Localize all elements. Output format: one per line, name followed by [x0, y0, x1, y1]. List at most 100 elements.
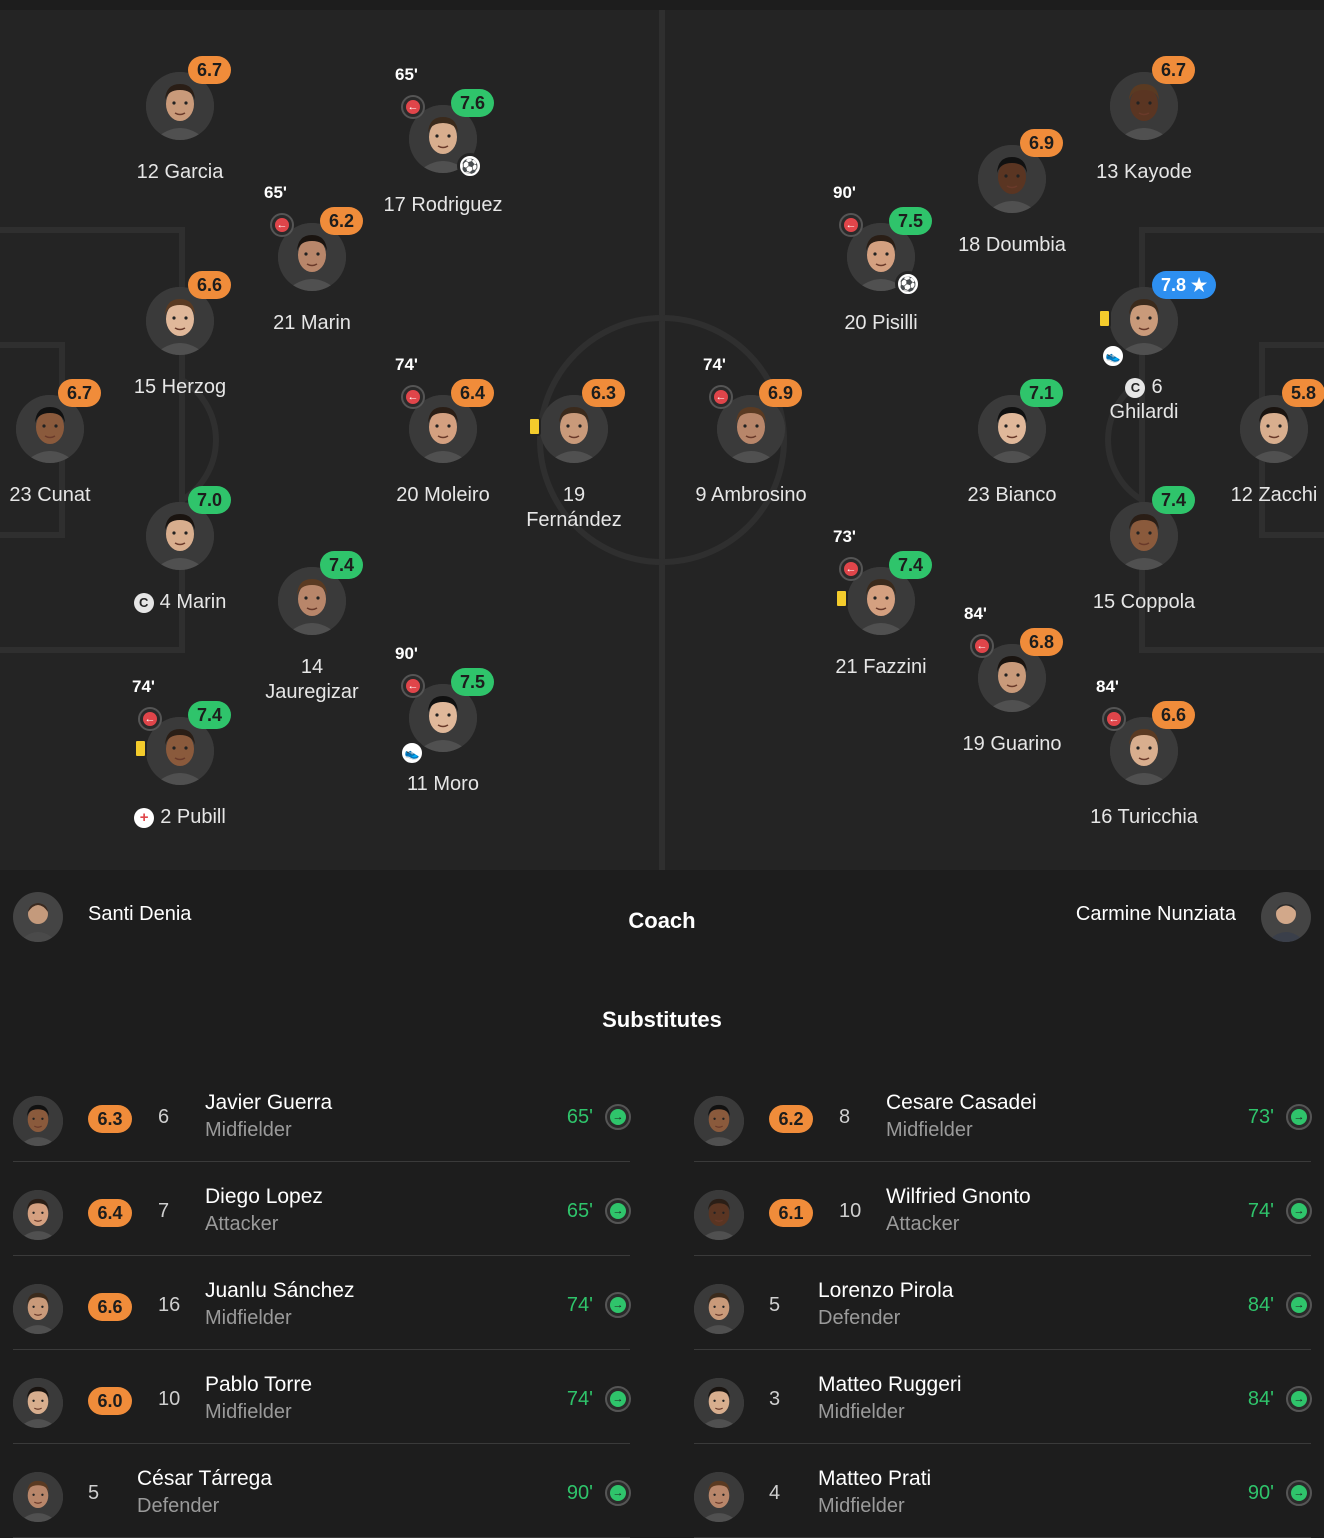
player-home-fernandez[interactable]: 6.3 19 Fernández — [484, 379, 664, 533]
player-name[interactable]: 14 Jauregizar — [222, 655, 402, 705]
sub-row-home[interactable]: 6.6 16 Juanlu Sánchez Midfielder 74' → — [13, 1256, 631, 1350]
sub-in-icon: → — [605, 1386, 631, 1412]
player-name[interactable]: C 6 Ghilardi — [1054, 375, 1234, 425]
player-photo[interactable]: 7.6 65' ← ⚽ — [395, 65, 495, 179]
sub-row-away[interactable]: 3 Matteo Ruggeri Midfielder 84' → — [694, 1350, 1312, 1444]
player-photo[interactable]: 7.1 — [978, 379, 1064, 463]
player-name[interactable]: 12 Garcia — [90, 160, 270, 185]
sub-row-away[interactable]: 6.1 10 Wilfried Gnonto Attacker 74' → — [694, 1162, 1312, 1256]
sub-player-name[interactable]: César Tárrega — [137, 1467, 273, 1490]
player-home-moleiro[interactable]: 6.4 74' ← 20 Moleiro — [353, 355, 533, 508]
sub-player-name[interactable]: Wilfried Gnonto — [886, 1185, 1031, 1208]
player-home-herzog[interactable]: 6.6 15 Herzog — [90, 271, 270, 400]
player-name[interactable]: 23 Bianco — [922, 483, 1102, 508]
player-name[interactable]: 20 Moleiro — [353, 483, 533, 508]
player-photo[interactable]: 6.9 74' ← — [703, 355, 803, 463]
player-home-pubill[interactable]: 7.4 74' ← +2 Pubill — [90, 677, 270, 830]
home-coach-name[interactable]: Santi Denia — [88, 903, 192, 925]
sub-row-away[interactable]: 6.2 8 Cesare Casadei Midfielder 73' → — [694, 1068, 1312, 1162]
player-home-jauregizar[interactable]: 7.4 14 Jauregizar — [222, 551, 402, 705]
player-photo[interactable]: 6.7 — [146, 56, 232, 140]
player-away-fazzini[interactable]: 7.4 73' ← 21 Fazzini — [791, 527, 971, 680]
player-photo[interactable]: 6.4 74' ← — [395, 355, 495, 463]
shirt-number: 9 — [695, 484, 707, 506]
sub-player-name[interactable]: Javier Guerra — [205, 1091, 333, 1114]
sub-player-name[interactable]: Juanlu Sánchez — [205, 1279, 355, 1302]
sub-position: Midfielder — [818, 1401, 905, 1423]
sub-row-away[interactable]: 4 Matteo Prati Midfielder 90' → — [694, 1444, 1312, 1538]
player-away-ghilardi[interactable]: 7.8 ★ 👟 C 6 Ghilardi — [1054, 271, 1234, 425]
player-name[interactable]: +2 Pubill — [90, 805, 270, 830]
sub-player-name[interactable]: Matteo Prati — [818, 1467, 932, 1490]
sub-player-name[interactable]: Lorenzo Pirola — [818, 1279, 954, 1302]
goal-ball-icon: ⚽ — [895, 271, 921, 297]
player-name[interactable]: 19 Fernández — [484, 483, 664, 533]
player-away-turicchia[interactable]: 6.6 84' ← 16 Turicchia — [1054, 677, 1234, 830]
sub-row-home[interactable]: 6.4 7 Diego Lopez Attacker 65' → — [13, 1162, 631, 1256]
player-surname: Marin — [300, 312, 351, 334]
player-away-pisilli[interactable]: 7.5 90' ← ⚽ 20 Pisilli — [791, 183, 971, 336]
player-photo[interactable]: 7.5 90' ← ⚽ — [833, 183, 933, 297]
home-coach-avatar[interactable] — [13, 892, 63, 942]
player-name[interactable]: 15 Herzog — [90, 375, 270, 400]
player-name[interactable]: 17 Rodriguez — [353, 193, 533, 218]
player-name[interactable]: 12 Zacchi — [1184, 483, 1324, 508]
sub-player-name[interactable]: Matteo Ruggeri — [818, 1373, 962, 1396]
sub-position: Midfielder — [886, 1119, 973, 1141]
player-photo[interactable]: 7.8 ★ 👟 — [1098, 271, 1217, 369]
sub-player-name[interactable]: Pablo Torre — [205, 1373, 313, 1396]
player-name[interactable]: 11 Moro — [353, 772, 533, 797]
player-photo[interactable]: 6.9 — [978, 129, 1064, 213]
player-photo[interactable]: 6.7 — [1110, 56, 1196, 140]
player-photo[interactable]: 6.6 — [146, 271, 232, 355]
player-photo[interactable]: 5.8 — [1240, 379, 1324, 463]
player-photo[interactable]: 7.4 — [1110, 486, 1196, 570]
player-photo[interactable]: 6.7 — [16, 379, 102, 463]
player-name[interactable]: 15 Coppola — [1054, 590, 1234, 615]
player-away-doumbia[interactable]: 6.9 18 Doumbia — [922, 129, 1102, 258]
player-name[interactable]: 21 Fazzini — [791, 655, 971, 680]
player-home-garcia[interactable]: 6.7 12 Garcia — [90, 56, 270, 185]
player-name[interactable]: 20 Pisilli — [791, 311, 971, 336]
player-away-zacchi[interactable]: 5.8 12 Zacchi — [1184, 379, 1324, 508]
player-away-ambrosino[interactable]: 6.9 74' ← 9 Ambrosino — [661, 355, 841, 508]
sub-player-name[interactable]: Diego Lopez — [205, 1185, 323, 1208]
player-away-bianco[interactable]: 7.1 23 Bianco — [922, 379, 1102, 508]
player-home-cunat[interactable]: 6.7 23 Cunat — [0, 379, 140, 508]
player-photo[interactable]: 7.5 90' ← 👟 — [395, 644, 495, 766]
player-away-kayode[interactable]: 6.7 13 Kayode — [1054, 56, 1234, 185]
player-photo[interactable]: 7.0 — [146, 486, 232, 570]
sub-player-name[interactable]: Cesare Casadei — [886, 1091, 1037, 1114]
away-coach-avatar[interactable] — [1261, 892, 1311, 942]
player-name[interactable]: 23 Cunat — [0, 483, 140, 508]
player-name[interactable]: 13 Kayode — [1054, 160, 1234, 185]
player-photo[interactable]: 6.6 84' ← — [1096, 677, 1196, 785]
player-name[interactable]: 18 Doumbia — [922, 233, 1102, 258]
shirt-number: 15 — [1092, 591, 1116, 613]
assist-boot-icon: 👟 — [399, 740, 425, 766]
player-photo[interactable]: 6.2 65' ← — [264, 183, 364, 291]
player-home-rodriguez[interactable]: 7.6 65' ← ⚽ 17 Rodriguez — [353, 65, 533, 218]
sub-row-home[interactable]: 5 César Tárrega Defender 90' → — [13, 1444, 631, 1538]
player-name[interactable]: 16 Turicchia — [1054, 805, 1234, 830]
player-surname: Coppola — [1120, 591, 1196, 613]
player-home-marin4[interactable]: 7.0 C 4 Marin — [90, 486, 270, 615]
assist-boot-icon: 👟 — [1100, 343, 1126, 369]
player-photo[interactable]: 7.4 74' ← — [132, 677, 232, 785]
player-name[interactable]: 9 Ambrosino — [661, 483, 841, 508]
player-name[interactable]: 21 Marin — [222, 311, 402, 336]
sub-row-away[interactable]: 5 Lorenzo Pirola Defender 84' → — [694, 1256, 1312, 1350]
player-photo[interactable]: 7.4 — [278, 551, 364, 635]
player-name[interactable]: 19 Guarino — [922, 732, 1102, 757]
player-away-guarino[interactable]: 6.8 84' ← 19 Guarino — [922, 604, 1102, 757]
player-away-coppola[interactable]: 7.4 15 Coppola — [1054, 486, 1234, 615]
player-home-marin21[interactable]: 6.2 65' ← 21 Marin — [222, 183, 402, 336]
player-photo[interactable]: 6.3 — [528, 379, 626, 463]
sub-row-home[interactable]: 6.0 10 Pablo Torre Midfielder 74' → — [13, 1350, 631, 1444]
player-photo[interactable]: 6.8 84' ← — [964, 604, 1064, 712]
sub-row-home[interactable]: 6.3 6 Javier Guerra Midfielder 65' → — [13, 1068, 631, 1162]
player-home-moro[interactable]: 7.5 90' ← 👟 11 Moro — [353, 644, 533, 797]
away-coach-name[interactable]: Carmine Nunziata — [1075, 903, 1236, 925]
player-photo[interactable]: 7.4 73' ← — [833, 527, 933, 635]
